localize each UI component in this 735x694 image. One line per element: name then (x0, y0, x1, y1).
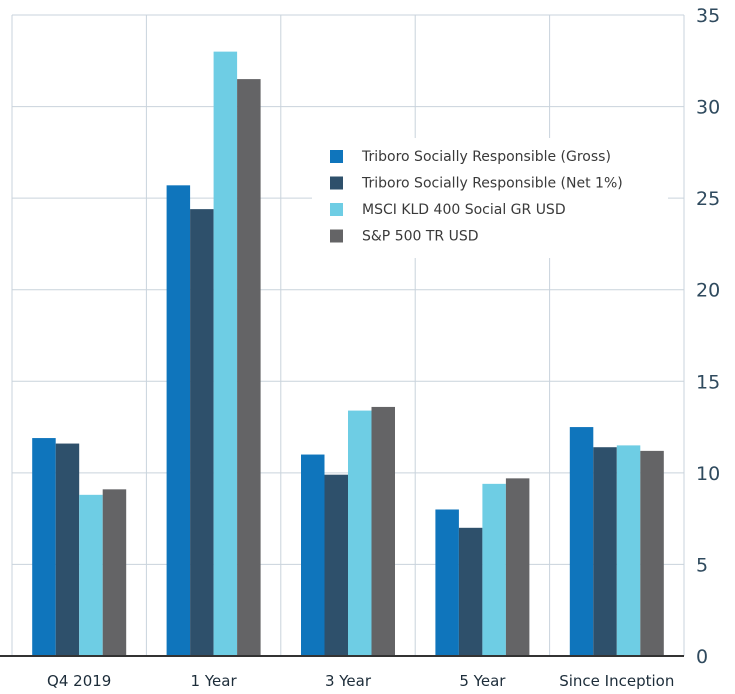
y-tick-label: 35 (696, 5, 720, 27)
y-tick-label: 25 (696, 188, 720, 210)
bar (324, 474, 348, 656)
bar (482, 483, 506, 656)
bar (190, 209, 214, 657)
x-tick-label: 5 Year (459, 672, 506, 690)
bar (348, 410, 372, 656)
bar (371, 406, 395, 656)
y-tick-label: 0 (696, 646, 708, 668)
bar (79, 494, 103, 656)
x-axis-labels: Q4 2019 1 Year 3 Year 5 Year Since Inception (47, 672, 674, 690)
bar (593, 447, 617, 656)
bars (32, 51, 664, 657)
bar (55, 443, 80, 656)
y-axis-ticks: 0 5 10 15 20 25 30 35 (696, 5, 720, 668)
bar (458, 527, 483, 656)
bar (301, 454, 325, 656)
legend-swatch (330, 176, 343, 190)
y-tick-label: 15 (696, 371, 720, 393)
legend: Triboro Socially Responsible (Gross) Trib… (312, 138, 668, 258)
y-tick-label: 30 (696, 97, 720, 119)
y-tick-label: 20 (696, 280, 720, 302)
bar (616, 445, 641, 656)
legend-background (312, 138, 668, 258)
bar (32, 438, 56, 656)
legend-label: S&P 500 TR USD (362, 229, 479, 245)
bar (213, 51, 238, 657)
bar (166, 185, 191, 656)
x-tick-label: 3 Year (325, 672, 372, 690)
x-tick-label: Q4 2019 (47, 672, 111, 690)
y-tick-label: 5 (696, 554, 708, 576)
legend-label: Triboro Socially Responsible (Gross) (361, 149, 611, 165)
legend-label: MSCI KLD 400 Social GR USD (362, 202, 566, 218)
y-tick-label: 10 (696, 463, 720, 485)
x-tick-label: 1 Year (191, 672, 238, 690)
legend-swatch (330, 150, 343, 163)
x-tick-label: Since Inception (559, 672, 674, 690)
legend-label: Triboro Socially Responsible (Net 1%) (361, 176, 623, 192)
bar (569, 427, 594, 656)
bar (435, 509, 459, 656)
legend-swatch (330, 203, 343, 216)
bar (640, 450, 664, 656)
bar (505, 478, 530, 656)
bar (237, 79, 261, 657)
legend-swatch (330, 229, 343, 243)
bar (102, 489, 127, 656)
